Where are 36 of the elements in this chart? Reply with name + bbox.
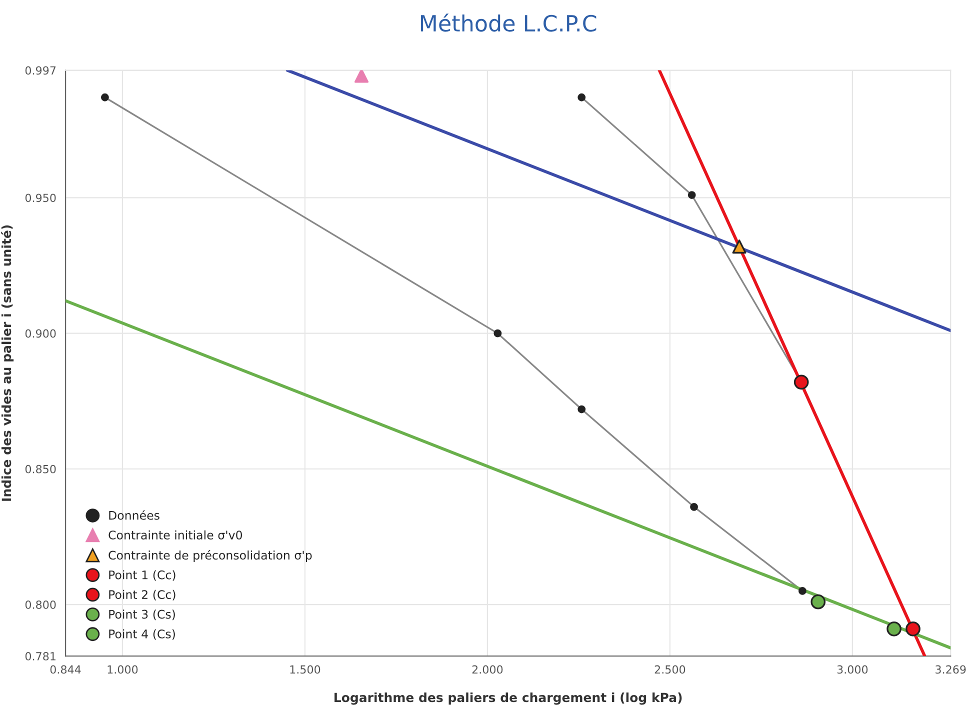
y-tick-label: 0.997 [25, 66, 56, 75]
point [578, 405, 586, 414]
legend-label: Point 4 (Cs) [109, 629, 175, 640]
point [794, 374, 809, 390]
x-tick-label: 0.844 [50, 665, 81, 674]
legend-label: Données [109, 510, 160, 520]
y-axis-title: Indice des vides au palier i (sans unité) [0, 225, 14, 501]
y-tick-label: 0.850 [25, 464, 56, 474]
point [100, 93, 109, 102]
legend-label: Point 2 (Cc) [109, 590, 176, 600]
y-tick-label: 0.781 [25, 652, 56, 660]
y-tick-label: 0.950 [25, 194, 56, 202]
point [886, 622, 902, 636]
legend-label: Contrainte initiale σ'v0 [108, 530, 242, 540]
point [494, 329, 502, 338]
x-tick-label: 3.269 [936, 665, 966, 674]
legend-label: Point 3 (Cs) [109, 610, 175, 620]
x-tick-label: 1.500 [290, 665, 320, 674]
y-tick-label: 0.900 [25, 329, 56, 338]
point [810, 594, 826, 610]
y-tick-label: 0.800 [25, 600, 56, 609]
x-tick-label: 2.500 [654, 665, 686, 674]
point [798, 587, 806, 595]
x-tick-label: 3.000 [837, 665, 868, 674]
x-axis-title: Logarithme des paliers de chargement i (log kPa) [334, 692, 682, 705]
legend-label: Point 1 (Cc) [109, 570, 176, 581]
x-tick-label: 1.000 [108, 665, 138, 674]
point [578, 93, 586, 102]
chart-title: Méthode L.C.P.C [420, 14, 596, 32]
point [354, 70, 369, 83]
legend-label: Contrainte de préconsolidation σ'p [108, 550, 312, 562]
x-tick-label: 2.000 [472, 665, 503, 674]
point [906, 622, 920, 636]
point [690, 502, 698, 511]
point [688, 191, 696, 199]
point [732, 240, 746, 254]
